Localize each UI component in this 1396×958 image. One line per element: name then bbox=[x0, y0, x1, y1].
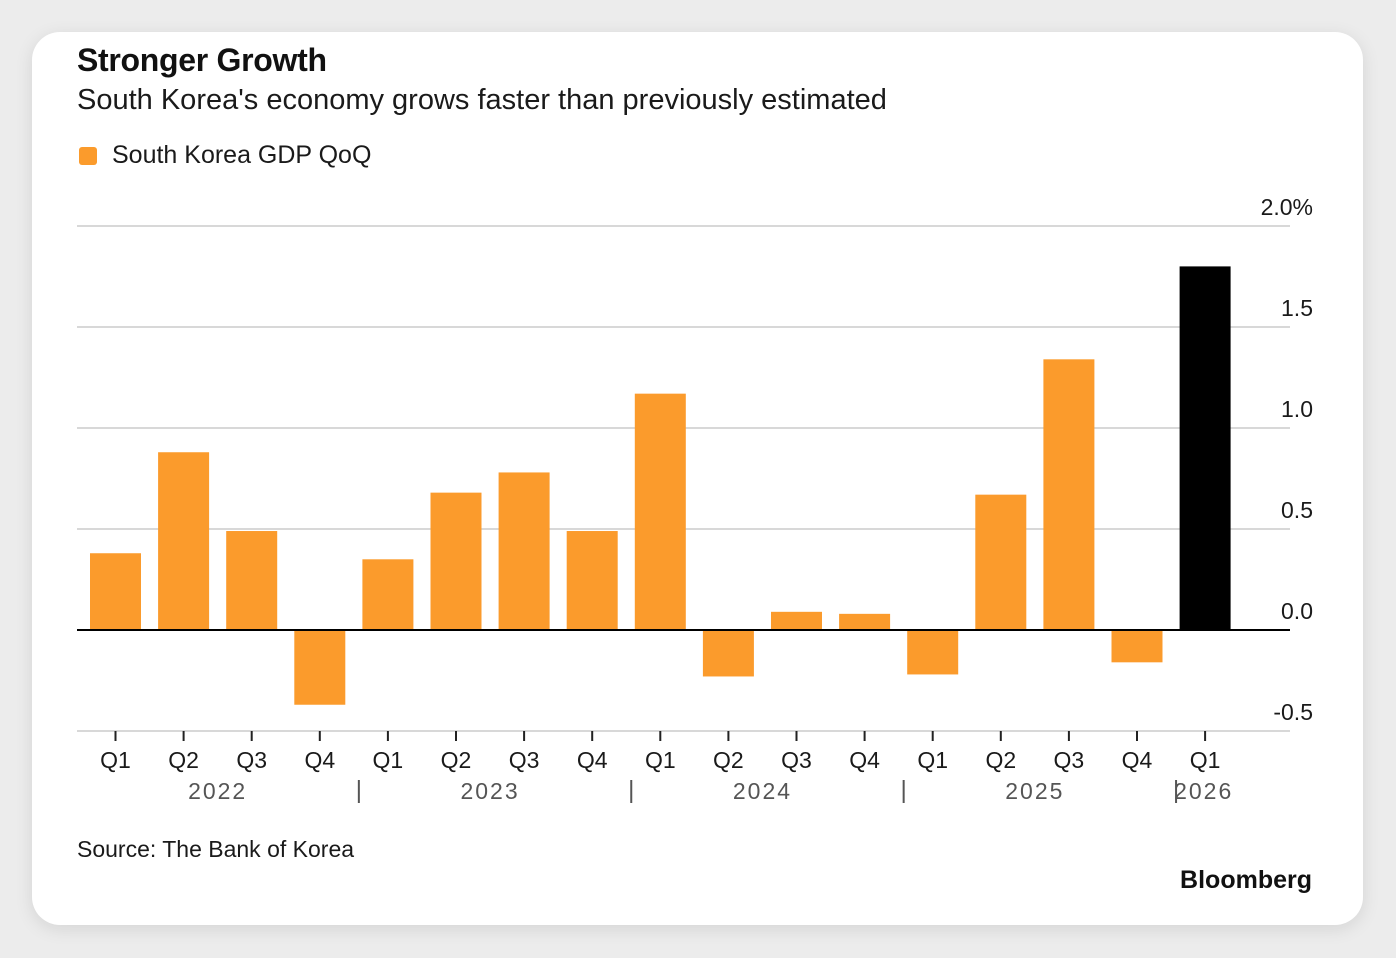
year-label: 2026 bbox=[1174, 778, 1233, 804]
y-tick-label: 1.5 bbox=[1281, 295, 1313, 321]
legend-label: South Korea GDP QoQ bbox=[112, 141, 372, 169]
bar bbox=[634, 393, 686, 630]
y-tick-label: 1.0 bbox=[1281, 396, 1313, 422]
bar bbox=[839, 613, 891, 630]
bar bbox=[294, 630, 346, 705]
x-tick-label: Q4 bbox=[304, 747, 335, 773]
x-tick-label: Q3 bbox=[781, 747, 812, 773]
x-tick-label: Q1 bbox=[645, 747, 676, 773]
source-note: Source: The Bank of Korea bbox=[77, 836, 355, 862]
x-tick-label: Q2 bbox=[168, 747, 199, 773]
x-tick-label: Q3 bbox=[1054, 747, 1085, 773]
x-tick-label: Q3 bbox=[509, 747, 540, 773]
legend: South Korea GDP QoQ bbox=[79, 141, 371, 170]
y-tick-label: 2.0% bbox=[1261, 194, 1313, 220]
x-tick-label: Q1 bbox=[100, 747, 131, 773]
x-tick-label: Q2 bbox=[441, 747, 472, 773]
year-label: 2023 bbox=[460, 778, 519, 804]
bar bbox=[702, 630, 754, 677]
y-tick-label: 0.5 bbox=[1281, 497, 1313, 523]
bar bbox=[907, 630, 959, 675]
x-tick-label: Q2 bbox=[985, 747, 1016, 773]
bar bbox=[771, 611, 822, 630]
y-tick-label: 0.0 bbox=[1281, 598, 1313, 624]
chart-title: Stronger Growth bbox=[77, 42, 327, 78]
year-label: 2025 bbox=[1005, 778, 1064, 804]
bar bbox=[226, 531, 278, 630]
bar bbox=[430, 492, 482, 630]
x-tick-label: Q2 bbox=[713, 747, 744, 773]
x-tick-label: Q1 bbox=[1190, 747, 1221, 773]
year-label: 2024 bbox=[733, 778, 792, 804]
bar bbox=[975, 494, 1027, 630]
bloomberg-logo: Bloomberg bbox=[1180, 866, 1312, 894]
bar bbox=[566, 531, 618, 630]
x-tick-label: Q4 bbox=[1122, 747, 1153, 773]
chart-card bbox=[32, 32, 1363, 925]
legend-swatch bbox=[79, 146, 97, 165]
x-tick-label: Q1 bbox=[917, 747, 948, 773]
bar bbox=[158, 452, 210, 630]
x-tick-label: Q4 bbox=[577, 747, 608, 773]
bar bbox=[498, 472, 550, 630]
bar bbox=[1179, 266, 1231, 630]
year-label: 2022 bbox=[188, 778, 247, 804]
x-tick-label: Q4 bbox=[849, 747, 880, 773]
bar bbox=[362, 559, 414, 630]
y-tick-label: -0.5 bbox=[1273, 699, 1313, 725]
bar bbox=[1111, 630, 1163, 663]
chart-subtitle: South Korea's economy grows faster than … bbox=[77, 84, 887, 116]
x-tick-label: Q3 bbox=[236, 747, 267, 773]
x-tick-label: Q1 bbox=[373, 747, 404, 773]
bar bbox=[1043, 359, 1095, 630]
bar bbox=[90, 553, 141, 630]
